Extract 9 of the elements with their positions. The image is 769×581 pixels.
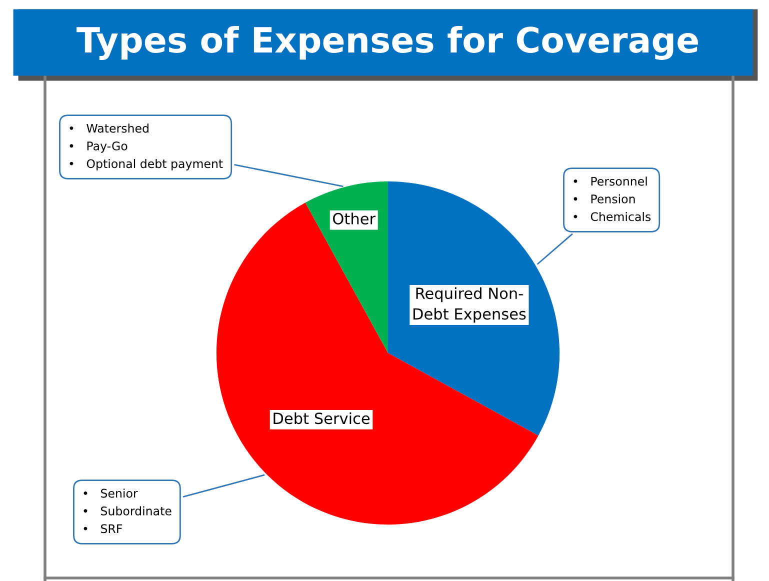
pie-slice [305, 181, 388, 353]
chart-title: Types of Expenses for Coverage [76, 26, 698, 60]
slice-label: Debt Service [274, 412, 370, 424]
slice-label: Required Non- Debt Expenses [413, 287, 526, 323]
pie-slice [216, 202, 538, 525]
slice-label: Other [333, 212, 376, 224]
text: • Senior • Subordinate • SRF [84, 488, 172, 534]
text: • Personnel • Pension • Chemicals [574, 176, 651, 222]
text: • Watershed • Pay-Go • Optional debt payment [70, 124, 223, 170]
